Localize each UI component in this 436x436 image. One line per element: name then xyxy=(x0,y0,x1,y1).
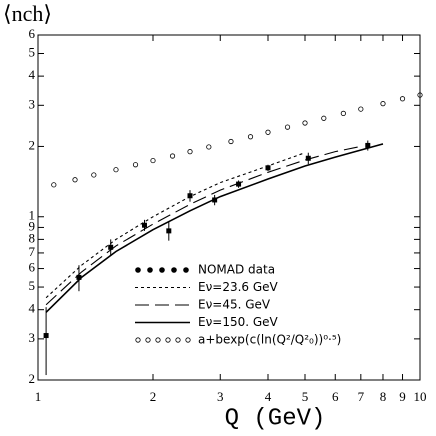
legend-symbol xyxy=(183,267,189,273)
x-tick-label: 4 xyxy=(265,389,272,404)
data-point xyxy=(236,181,242,187)
legend-symbol xyxy=(145,337,151,343)
data-point xyxy=(76,274,82,280)
y-tick-label: 3 xyxy=(29,330,36,345)
model-line xyxy=(45,143,384,313)
model-line xyxy=(45,152,306,299)
plot-frame xyxy=(37,34,421,381)
y-tick-label: 4 xyxy=(29,301,36,316)
curve-point xyxy=(265,129,271,135)
curve-point xyxy=(72,177,78,183)
y-tick-label: 5 xyxy=(29,278,36,293)
legend-symbol xyxy=(185,337,191,343)
y-tick-label: 3 xyxy=(29,96,36,111)
curve-point xyxy=(340,110,346,117)
curve-point xyxy=(358,106,364,112)
data-point xyxy=(265,165,271,171)
data-point xyxy=(305,155,311,161)
legend-symbol xyxy=(147,267,153,273)
x-tick-label: 1 xyxy=(35,389,42,404)
y-tick-label: 5 xyxy=(29,44,36,59)
legend-symbol xyxy=(155,337,161,343)
legend-label: NOMAD data xyxy=(198,263,275,277)
x-tick-label: 8 xyxy=(380,389,387,404)
y-tick-label: 7 xyxy=(29,244,36,259)
x-tick-label: 9 xyxy=(399,389,406,404)
legend-symbol xyxy=(159,267,165,273)
y-tick-label: 9 xyxy=(29,218,36,233)
legend-symbol xyxy=(135,267,141,273)
legend-symbol xyxy=(175,337,181,343)
curve-point xyxy=(169,153,176,159)
curve-point xyxy=(302,120,308,126)
curve-point xyxy=(113,167,119,173)
legend-symbol xyxy=(135,337,141,343)
data-point xyxy=(141,222,147,228)
y-tick-label: 4 xyxy=(29,67,36,82)
curve-point xyxy=(206,144,212,150)
y-tick-label: 6 xyxy=(29,26,36,41)
model-line xyxy=(45,145,361,306)
curve-point xyxy=(247,134,254,140)
data-point xyxy=(166,228,172,234)
curve-point xyxy=(150,157,156,164)
x-tick-label: 2 xyxy=(150,389,157,404)
y-tick-label: 1 xyxy=(29,208,36,223)
x-axis-label: Q (GeV) xyxy=(225,405,326,432)
data-point xyxy=(187,193,193,199)
y-tick-label: 8 xyxy=(29,230,36,245)
y-axis-label: ⟨nch⟩ xyxy=(3,1,52,26)
x-tick-label: 3 xyxy=(217,389,224,404)
legend-label: Eν=150. GeV xyxy=(198,315,279,329)
legend-label: Eν=23.6 GeV xyxy=(198,280,279,294)
curve-point xyxy=(187,149,193,155)
curve-point xyxy=(228,138,234,145)
y-tick-label: 2 xyxy=(29,137,36,152)
legend-label: Eν=45. GeV xyxy=(198,298,271,312)
data-point xyxy=(43,333,49,339)
curve-point xyxy=(132,162,139,168)
data-point xyxy=(108,244,114,250)
curve-point xyxy=(380,101,386,107)
x-tick-label: 5 xyxy=(302,389,309,404)
legend-label: a+bexp(c(ln(Q²/Q²₀))⁰·⁵) xyxy=(198,333,341,347)
y-tick-label: 6 xyxy=(29,260,36,275)
data-point xyxy=(365,142,371,148)
y-tick-label: 2 xyxy=(29,371,36,386)
curve-point xyxy=(51,182,57,188)
x-tick-label: 10 xyxy=(414,389,427,404)
curve-point xyxy=(399,96,406,102)
legend-symbol xyxy=(171,267,177,273)
x-tick-label: 7 xyxy=(358,389,365,404)
curve-point xyxy=(417,92,423,98)
legend-symbol xyxy=(165,337,171,343)
x-tick-label: 6 xyxy=(332,389,339,404)
curve-point xyxy=(284,124,291,130)
curve-point xyxy=(91,172,97,178)
curve-point xyxy=(321,115,327,121)
